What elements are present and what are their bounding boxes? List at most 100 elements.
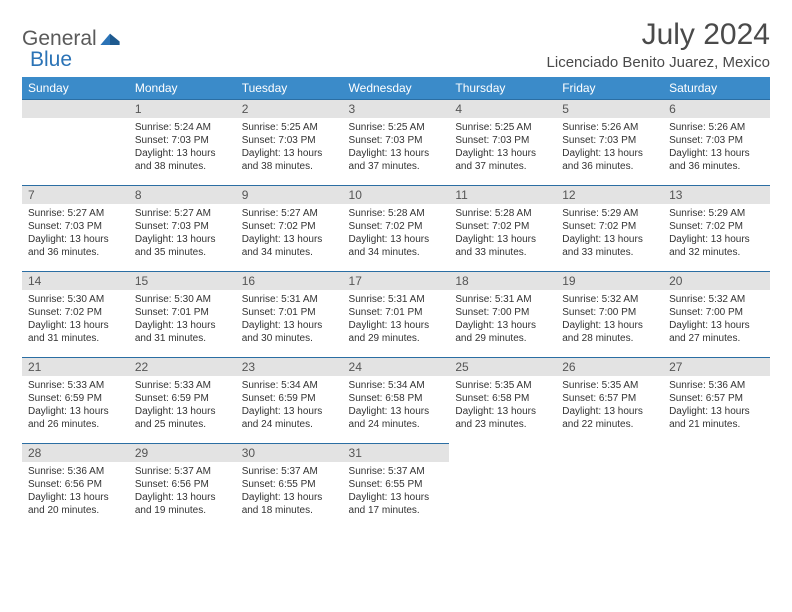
day-cell: 28Sunrise: 5:36 AMSunset: 6:56 PMDayligh… [22,443,129,529]
day-cell: 20Sunrise: 5:32 AMSunset: 7:00 PMDayligh… [663,271,770,357]
day-number: 31 [343,443,450,462]
empty-cell [663,443,770,529]
empty-cell [556,443,663,529]
day-details: Sunrise: 5:33 AMSunset: 6:59 PMDaylight:… [22,376,129,435]
day-cell: 2Sunrise: 5:25 AMSunset: 7:03 PMDaylight… [236,99,343,185]
header-wednesday: Wednesday [343,77,450,99]
day-number: 19 [556,271,663,290]
day-details: Sunrise: 5:34 AMSunset: 6:59 PMDaylight:… [236,376,343,435]
day-cell: 6Sunrise: 5:26 AMSunset: 7:03 PMDaylight… [663,99,770,185]
day-cell: 14Sunrise: 5:30 AMSunset: 7:02 PMDayligh… [22,271,129,357]
day-cell: 16Sunrise: 5:31 AMSunset: 7:01 PMDayligh… [236,271,343,357]
day-details: Sunrise: 5:32 AMSunset: 7:00 PMDaylight:… [556,290,663,349]
day-cell: 31Sunrise: 5:37 AMSunset: 6:55 PMDayligh… [343,443,450,529]
day-details: Sunrise: 5:28 AMSunset: 7:02 PMDaylight:… [343,204,450,263]
day-number: 6 [663,99,770,118]
day-cell: 1Sunrise: 5:24 AMSunset: 7:03 PMDaylight… [129,99,236,185]
logo-text-blue: Blue [30,49,120,70]
day-details: Sunrise: 5:34 AMSunset: 6:58 PMDaylight:… [343,376,450,435]
day-number: 23 [236,357,343,376]
day-details: Sunrise: 5:27 AMSunset: 7:03 PMDaylight:… [129,204,236,263]
week-row: 28Sunrise: 5:36 AMSunset: 6:56 PMDayligh… [22,443,770,529]
header-sunday: Sunday [22,77,129,99]
day-cell: 26Sunrise: 5:35 AMSunset: 6:57 PMDayligh… [556,357,663,443]
day-cell: 3Sunrise: 5:25 AMSunset: 7:03 PMDaylight… [343,99,450,185]
day-details: Sunrise: 5:31 AMSunset: 7:01 PMDaylight:… [343,290,450,349]
day-details: Sunrise: 5:30 AMSunset: 7:01 PMDaylight:… [129,290,236,349]
day-number: 29 [129,443,236,462]
week-row: 14Sunrise: 5:30 AMSunset: 7:02 PMDayligh… [22,271,770,357]
day-cell: 10Sunrise: 5:28 AMSunset: 7:02 PMDayligh… [343,185,450,271]
month-title: July 2024 [547,18,770,52]
day-details: Sunrise: 5:26 AMSunset: 7:03 PMDaylight:… [556,118,663,177]
header-saturday: Saturday [663,77,770,99]
day-details: Sunrise: 5:30 AMSunset: 7:02 PMDaylight:… [22,290,129,349]
day-details: Sunrise: 5:36 AMSunset: 6:56 PMDaylight:… [22,462,129,521]
day-details: Sunrise: 5:25 AMSunset: 7:03 PMDaylight:… [449,118,556,177]
day-details: Sunrise: 5:35 AMSunset: 6:58 PMDaylight:… [449,376,556,435]
day-number: 11 [449,185,556,204]
day-details: Sunrise: 5:33 AMSunset: 6:59 PMDaylight:… [129,376,236,435]
location-text: Licenciado Benito Juarez, Mexico [547,54,770,71]
day-details: Sunrise: 5:28 AMSunset: 7:02 PMDaylight:… [449,204,556,263]
day-cell: 18Sunrise: 5:31 AMSunset: 7:00 PMDayligh… [449,271,556,357]
day-cell: 25Sunrise: 5:35 AMSunset: 6:58 PMDayligh… [449,357,556,443]
day-details: Sunrise: 5:24 AMSunset: 7:03 PMDaylight:… [129,118,236,177]
day-number: 27 [663,357,770,376]
day-details: Sunrise: 5:31 AMSunset: 7:01 PMDaylight:… [236,290,343,349]
title-block: July 2024 Licenciado Benito Juarez, Mexi… [547,18,770,71]
day-number: 22 [129,357,236,376]
day-number: 2 [236,99,343,118]
day-number: 18 [449,271,556,290]
day-number: 3 [343,99,450,118]
day-details: Sunrise: 5:37 AMSunset: 6:55 PMDaylight:… [236,462,343,521]
day-details: Sunrise: 5:31 AMSunset: 7:00 PMDaylight:… [449,290,556,349]
day-cell: 12Sunrise: 5:29 AMSunset: 7:02 PMDayligh… [556,185,663,271]
day-cell: 21Sunrise: 5:33 AMSunset: 6:59 PMDayligh… [22,357,129,443]
day-number: 30 [236,443,343,462]
header-friday: Friday [556,77,663,99]
day-number: 25 [449,357,556,376]
header-row: SundayMondayTuesdayWednesdayThursdayFrid… [22,77,770,99]
day-number: 16 [236,271,343,290]
day-cell: 19Sunrise: 5:32 AMSunset: 7:00 PMDayligh… [556,271,663,357]
day-number: 4 [449,99,556,118]
empty-cell [22,99,129,185]
day-details: Sunrise: 5:25 AMSunset: 7:03 PMDaylight:… [343,118,450,177]
day-cell: 29Sunrise: 5:37 AMSunset: 6:56 PMDayligh… [129,443,236,529]
calendar-body: 1Sunrise: 5:24 AMSunset: 7:03 PMDaylight… [22,99,770,529]
day-cell: 15Sunrise: 5:30 AMSunset: 7:01 PMDayligh… [129,271,236,357]
day-number: 15 [129,271,236,290]
day-number: 28 [22,443,129,462]
day-number: 12 [556,185,663,204]
day-number: 13 [663,185,770,204]
header-monday: Monday [129,77,236,99]
day-number: 20 [663,271,770,290]
logo-mark-icon [100,28,120,49]
day-details: Sunrise: 5:29 AMSunset: 7:02 PMDaylight:… [663,204,770,263]
day-number: 21 [22,357,129,376]
day-number: 1 [129,99,236,118]
day-details: Sunrise: 5:27 AMSunset: 7:03 PMDaylight:… [22,204,129,263]
day-cell: 11Sunrise: 5:28 AMSunset: 7:02 PMDayligh… [449,185,556,271]
week-row: 7Sunrise: 5:27 AMSunset: 7:03 PMDaylight… [22,185,770,271]
day-cell: 7Sunrise: 5:27 AMSunset: 7:03 PMDaylight… [22,185,129,271]
day-number: 9 [236,185,343,204]
day-cell: 22Sunrise: 5:33 AMSunset: 6:59 PMDayligh… [129,357,236,443]
day-cell: 5Sunrise: 5:26 AMSunset: 7:03 PMDaylight… [556,99,663,185]
day-cell: 4Sunrise: 5:25 AMSunset: 7:03 PMDaylight… [449,99,556,185]
day-number: 7 [22,185,129,204]
day-cell: 24Sunrise: 5:34 AMSunset: 6:58 PMDayligh… [343,357,450,443]
day-cell: 30Sunrise: 5:37 AMSunset: 6:55 PMDayligh… [236,443,343,529]
day-details: Sunrise: 5:32 AMSunset: 7:00 PMDaylight:… [663,290,770,349]
empty-cell [449,443,556,529]
day-number: 17 [343,271,450,290]
day-details: Sunrise: 5:36 AMSunset: 6:57 PMDaylight:… [663,376,770,435]
day-details: Sunrise: 5:37 AMSunset: 6:56 PMDaylight:… [129,462,236,521]
day-cell: 27Sunrise: 5:36 AMSunset: 6:57 PMDayligh… [663,357,770,443]
day-number: 5 [556,99,663,118]
day-details: Sunrise: 5:35 AMSunset: 6:57 PMDaylight:… [556,376,663,435]
day-details: Sunrise: 5:29 AMSunset: 7:02 PMDaylight:… [556,204,663,263]
week-row: 21Sunrise: 5:33 AMSunset: 6:59 PMDayligh… [22,357,770,443]
day-cell: 9Sunrise: 5:27 AMSunset: 7:02 PMDaylight… [236,185,343,271]
